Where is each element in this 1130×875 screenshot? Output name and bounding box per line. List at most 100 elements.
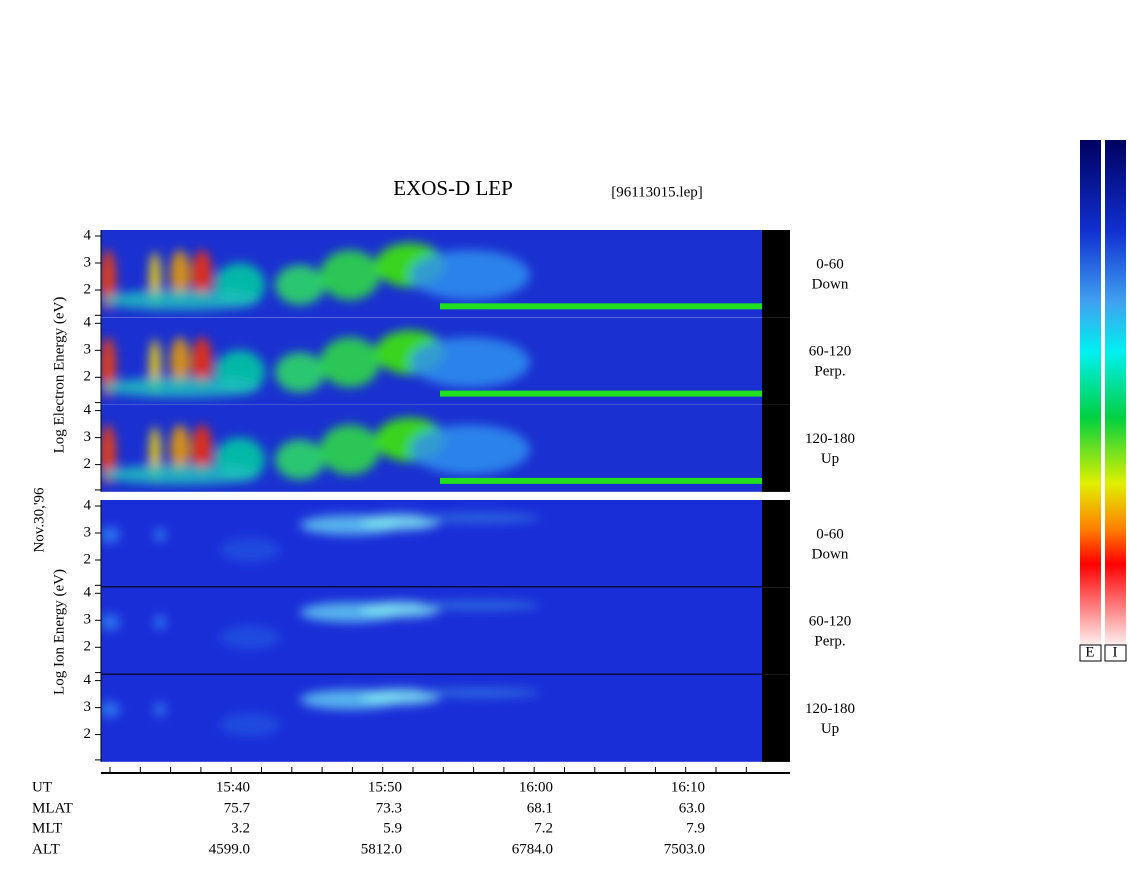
y-tick-label: 3 xyxy=(84,429,92,445)
y-tick-label: 4 xyxy=(84,585,92,601)
feature xyxy=(420,687,540,698)
spectrogram xyxy=(101,674,762,762)
y-tick-label: 2 xyxy=(84,281,92,297)
date-label: Nov.30,'96 xyxy=(31,487,47,553)
feature xyxy=(275,265,325,305)
time-axis-value: 3.2 xyxy=(231,820,250,836)
file-name: [96113015.lep] xyxy=(611,184,703,200)
direction-label: Up xyxy=(821,451,839,467)
feature xyxy=(320,424,380,475)
feature xyxy=(420,513,540,523)
feature xyxy=(220,712,280,737)
low-energy-band xyxy=(440,303,762,310)
no-data-stripe xyxy=(762,230,790,318)
row-label: MLT xyxy=(32,820,62,836)
no-data-stripe xyxy=(762,587,790,675)
direction-label: Perp. xyxy=(814,634,845,650)
no-data-stripe xyxy=(762,317,790,405)
time-axis-value: 7.2 xyxy=(534,820,553,836)
spectrogram xyxy=(101,587,762,675)
angle-label: 0-60 xyxy=(816,256,844,272)
angle-label: 120-180 xyxy=(805,701,855,717)
angle-label: 0-60 xyxy=(816,526,844,542)
low-energy-band xyxy=(440,477,762,484)
colorbar-label: E xyxy=(1085,644,1094,660)
feature xyxy=(154,528,166,542)
row-label: MLAT xyxy=(32,800,73,816)
blobs xyxy=(101,600,540,650)
feature xyxy=(275,439,325,480)
y-tick-label: 3 xyxy=(84,342,92,358)
feature xyxy=(101,701,120,718)
y-tick-label: 4 xyxy=(84,402,92,418)
feature xyxy=(101,614,120,631)
time-axis-value: 73.3 xyxy=(376,800,402,816)
blobs xyxy=(101,243,530,310)
spectrogram-background xyxy=(101,500,762,588)
colorbar-label: I xyxy=(1113,644,1118,660)
feature xyxy=(220,625,280,650)
time-axis-value: 16:10 xyxy=(671,779,705,795)
time-axis-value: 5812.0 xyxy=(361,841,402,857)
feature xyxy=(170,337,190,388)
feature xyxy=(420,600,540,611)
y-tick-label: 2 xyxy=(84,639,92,655)
feature xyxy=(101,377,260,398)
spectrogram xyxy=(101,404,762,492)
y-tick-label: 4 xyxy=(84,497,92,513)
blobs xyxy=(101,687,540,737)
time-axis-value: 63.0 xyxy=(679,800,705,816)
y-tick-label: 4 xyxy=(84,227,92,243)
y-tick-label: 2 xyxy=(84,551,92,567)
row-label: ALT xyxy=(32,841,60,857)
colorbar xyxy=(1105,140,1126,645)
time-axis-value: 7.9 xyxy=(686,820,705,836)
y-tick-label: 3 xyxy=(84,699,92,715)
feature xyxy=(275,352,325,393)
feature xyxy=(154,702,166,717)
feature xyxy=(320,337,380,388)
feature xyxy=(170,250,190,300)
feature xyxy=(101,290,260,310)
colorbar-label-box xyxy=(1079,644,1102,662)
y-tick-label: 4 xyxy=(84,672,92,688)
y-tick-label: 3 xyxy=(84,254,92,270)
feature xyxy=(192,337,212,388)
feature xyxy=(410,424,530,475)
direction-label: Down xyxy=(812,546,849,562)
feature xyxy=(192,424,212,475)
y-tick-label: 4 xyxy=(84,315,92,331)
feature xyxy=(410,337,530,388)
spectrogram-background xyxy=(101,674,762,762)
feature xyxy=(320,250,380,300)
time-axis-value: 4599.0 xyxy=(209,841,250,857)
spectrogram xyxy=(101,500,762,588)
angle-label: 60-120 xyxy=(809,344,852,360)
row-label: UT xyxy=(32,779,52,795)
feature xyxy=(170,424,190,475)
feature xyxy=(410,250,530,300)
feature xyxy=(101,527,120,543)
angle-label: 120-180 xyxy=(805,431,855,447)
time-axis-value: 16:00 xyxy=(519,779,553,795)
time-axis-value: 15:40 xyxy=(216,779,250,795)
feature xyxy=(154,615,166,630)
time-axis-value: 68.1 xyxy=(527,800,553,816)
spectrogram xyxy=(101,230,762,318)
y-tick-label: 2 xyxy=(84,369,92,385)
no-data-stripe xyxy=(762,674,790,762)
feature xyxy=(192,250,212,300)
angle-label: 60-120 xyxy=(809,614,852,630)
time-axis-value: 6784.0 xyxy=(512,841,553,857)
y-tick-label: 2 xyxy=(84,456,92,472)
y-tick-label: 3 xyxy=(84,524,92,540)
feature xyxy=(220,538,280,562)
ion-axis-label: Log Ion Energy (eV) xyxy=(51,569,67,695)
colorbar-label-box xyxy=(1104,644,1127,662)
direction-label: Up xyxy=(821,721,839,737)
time-axis-value: 75.7 xyxy=(224,800,251,816)
no-data-stripe xyxy=(762,500,790,588)
time-axis-value: 7503.0 xyxy=(664,841,705,857)
blobs xyxy=(101,513,540,562)
